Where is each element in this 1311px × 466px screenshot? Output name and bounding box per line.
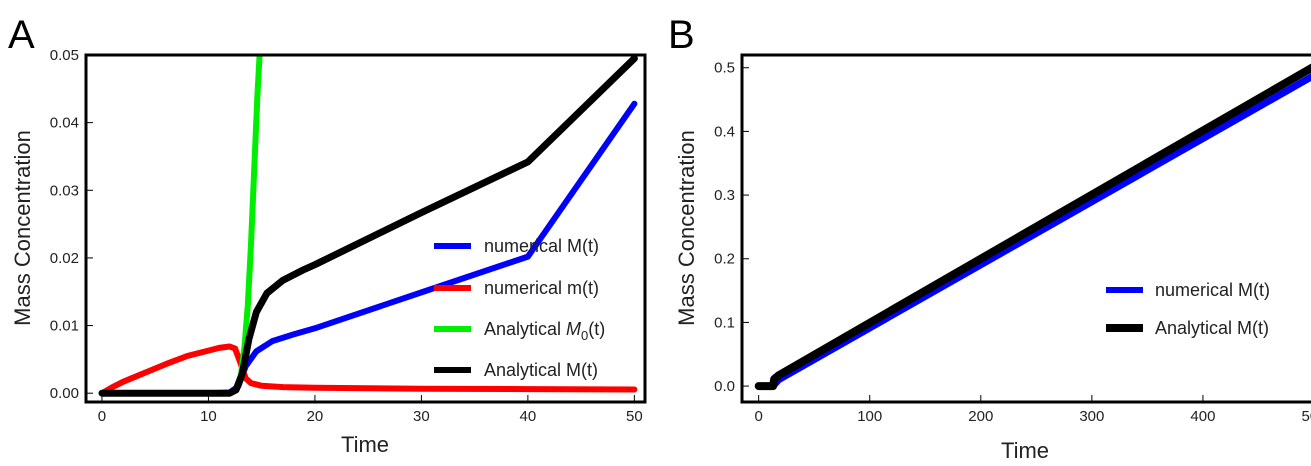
panel-b-xlabel: Time xyxy=(1001,438,1049,463)
y-tick-label-b: 0.3 xyxy=(714,187,735,204)
panel-b: B 0 100 200 300 400 500 0.0 0.1 0.2 0.3 0.4 0.5 Tim… xyxy=(668,13,1311,463)
panel-a-frame xyxy=(84,53,647,404)
y-tick-label-b: 0.1 xyxy=(714,314,735,331)
series-line-a-3 xyxy=(98,55,638,397)
x-tick-label-b: 500 xyxy=(1301,408,1311,425)
panel-b-series xyxy=(754,63,1311,391)
y-tick-label-b: 0.0 xyxy=(714,378,735,395)
y-tick-label-b: 0.5 xyxy=(714,60,735,77)
x-tick-label-a: 10 xyxy=(200,408,217,425)
panel-a-letter: A xyxy=(8,13,35,57)
y-tick-label-b: 0.4 xyxy=(714,123,735,140)
panel-b-ticks: 0 100 200 300 400 500 0.0 0.1 0.2 0.3 0.4 0.5 xyxy=(714,60,1311,425)
legend-label-analytical-M: Analytical M(t) xyxy=(484,360,598,380)
legend-label-numerical-m: numerical m(t) xyxy=(484,278,599,298)
x-tick-label-a: 40 xyxy=(520,408,537,425)
y-tick-label-a: 0.02 xyxy=(50,250,79,267)
series-line-a-1 xyxy=(99,343,638,397)
legend-label-numerical-M: numerical M(t) xyxy=(484,236,599,256)
legend-label-analytical-M0: Analytical M0(t) xyxy=(484,319,605,343)
x-tick-label-b: 100 xyxy=(857,408,882,425)
panel-a-ticks: 0 10 20 30 40 50 0.00 0.01 0.02 0.03 0.04 0.05 xyxy=(50,47,643,425)
x-tick-label-a: 30 xyxy=(413,408,430,425)
series-line-a-2 xyxy=(99,55,263,397)
panel-b-frame xyxy=(740,53,1311,404)
y-tick-label-a: 0.01 xyxy=(50,318,79,335)
x-tick-label-a: 20 xyxy=(307,408,324,425)
x-tick-label-b: 0 xyxy=(754,408,762,425)
y-tick-label-a: 0.04 xyxy=(50,115,79,132)
x-tick-label-b: 200 xyxy=(968,408,993,425)
x-tick-label-b: 300 xyxy=(1079,408,1104,425)
y-tick-label-a: 0.00 xyxy=(50,385,79,402)
y-tick-label-a: 0.05 xyxy=(50,47,79,64)
panel-a-xlabel: Time xyxy=(341,432,389,457)
series-line-b-1 xyxy=(754,63,1311,391)
panel-b-ylabel: Mass Concentration xyxy=(674,130,699,326)
legend-label-b-analytical-M: Analytical M(t) xyxy=(1155,318,1269,338)
x-tick-label-b: 400 xyxy=(1190,408,1215,425)
x-tick-label-a: 0 xyxy=(98,408,106,425)
y-tick-label-b: 0.2 xyxy=(714,251,735,268)
panel-a: A 0 10 20 30 40 50 0.00 0.01 0.02 0.03 0.04 0.05 Ti… xyxy=(8,13,647,457)
legend-label-b-numerical-M: numerical M(t) xyxy=(1155,280,1270,300)
panel-a-ylabel: Mass Concentration xyxy=(10,130,35,326)
panel-b-legend: numerical M(t) Analytical M(t) xyxy=(1106,280,1270,338)
x-tick-label-a: 50 xyxy=(626,408,643,425)
panel-a-series xyxy=(98,55,638,397)
panel-b-letter: B xyxy=(668,13,695,57)
panel-a-legend: numerical M(t) numerical m(t) Analytical… xyxy=(434,236,605,380)
y-tick-label-a: 0.03 xyxy=(50,182,79,199)
